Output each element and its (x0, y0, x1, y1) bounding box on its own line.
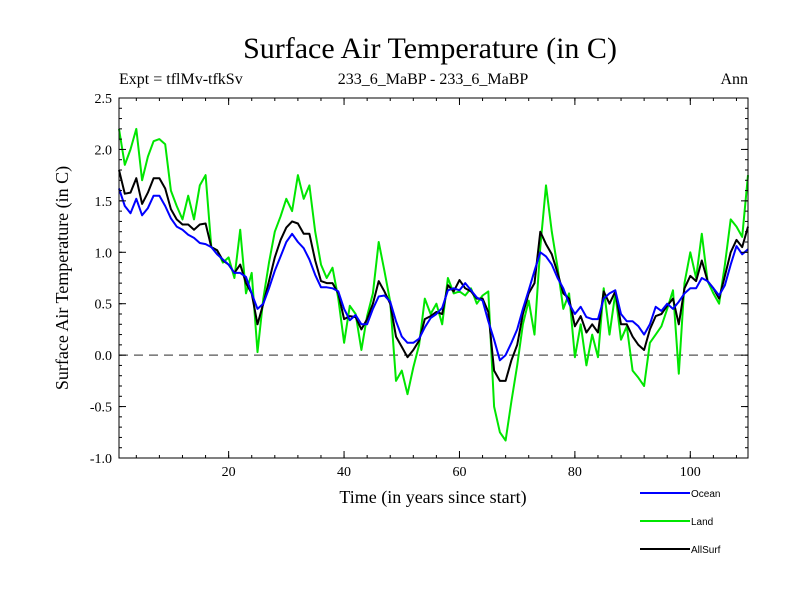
y-tick-label: 1.0 (95, 246, 113, 261)
y-tick-label: -1.0 (90, 452, 112, 467)
y-tick-label: -0.5 (90, 401, 112, 416)
plot-frame (118, 97, 749, 459)
series-line-ocean (118, 188, 749, 362)
period-label: 233_6_MaBP - 233_6_MaBP (338, 71, 529, 88)
x-tick-label: 60 (452, 465, 466, 480)
tick-layer: -1.0 -0.5 0.0 0.5 1.0 1.5 2.0 2.5 20 40 60 80 100 (90, 92, 748, 480)
experiment-label: Expt = tflMv-tfkSv (119, 71, 243, 88)
chart-title: Surface Air Temperature (in C) (243, 32, 617, 65)
series-line-land (118, 127, 749, 442)
legend: Ocean Land AllSurf (640, 489, 721, 556)
x-axis-label: Time (in years since start) (339, 487, 526, 508)
y-axis-label: Surface Air Temperature (in C) (52, 166, 73, 390)
series-line-allsurf (118, 169, 749, 382)
y-tick-label: 2.0 (95, 143, 113, 158)
x-tick-label: 40 (337, 465, 351, 480)
season-label: Ann (720, 71, 748, 88)
x-tick-label: 20 (222, 465, 236, 480)
x-tick-label: 100 (680, 465, 701, 480)
legend-label-allsurf: AllSurf (691, 545, 721, 556)
x-tick-label: 80 (568, 465, 582, 480)
y-tick-label: 0.0 (95, 349, 113, 364)
y-tick-label: 2.5 (95, 92, 113, 107)
y-tick-label: 1.5 (95, 195, 113, 210)
legend-label-ocean: Ocean (691, 489, 720, 500)
y-tick-label: 0.5 (95, 298, 113, 313)
legend-label-land: Land (691, 517, 713, 528)
series-layer (118, 127, 749, 442)
